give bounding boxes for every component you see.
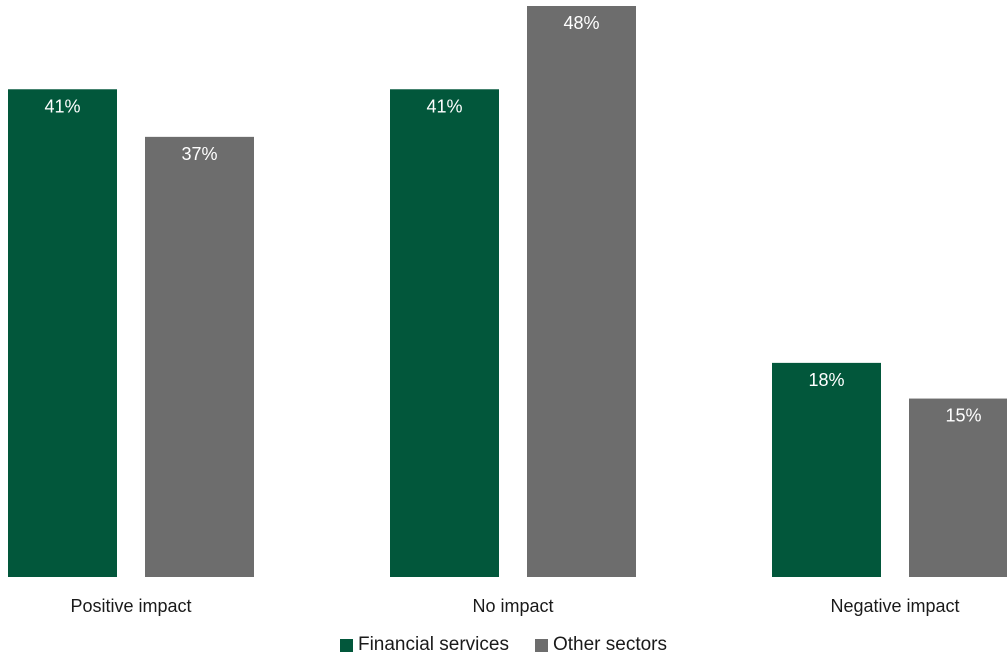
bar-negative-impact-financial-services: [772, 362, 881, 577]
data-label-positive-impact-financial-services: 41%: [44, 96, 80, 116]
data-label-negative-impact-financial-services: 18%: [808, 370, 844, 390]
data-label-no-impact-financial-services: 41%: [426, 96, 462, 116]
chart-legend: Financial services Other sectors: [0, 634, 1007, 656]
data-label-no-impact-other-sectors: 48%: [563, 13, 599, 33]
legend-label-financial-services: Financial services: [357, 634, 509, 655]
bar-positive-impact-other-sectors: [145, 136, 254, 577]
legend-item-other-sectors: Other sectors: [534, 634, 668, 656]
bar-positive-impact-financial-services: [8, 89, 117, 577]
data-label-negative-impact-other-sectors: 15%: [945, 406, 981, 426]
bar-no-impact-financial-services: [390, 89, 499, 577]
legend-label-other-sectors: Other sectors: [552, 634, 668, 655]
legend-swatch-other-sectors: [534, 638, 548, 652]
legend-item-financial-services: Financial services: [339, 634, 509, 656]
category-label-negative-impact: Negative impact: [830, 596, 959, 616]
category-label-positive-impact: Positive impact: [70, 596, 191, 616]
category-label-no-impact: No impact: [472, 596, 553, 616]
legend-swatch-financial-services: [339, 638, 353, 652]
bar-negative-impact-other-sectors: [909, 398, 1007, 577]
data-label-positive-impact-other-sectors: 37%: [181, 144, 217, 164]
bar-no-impact-other-sectors: [527, 6, 636, 577]
